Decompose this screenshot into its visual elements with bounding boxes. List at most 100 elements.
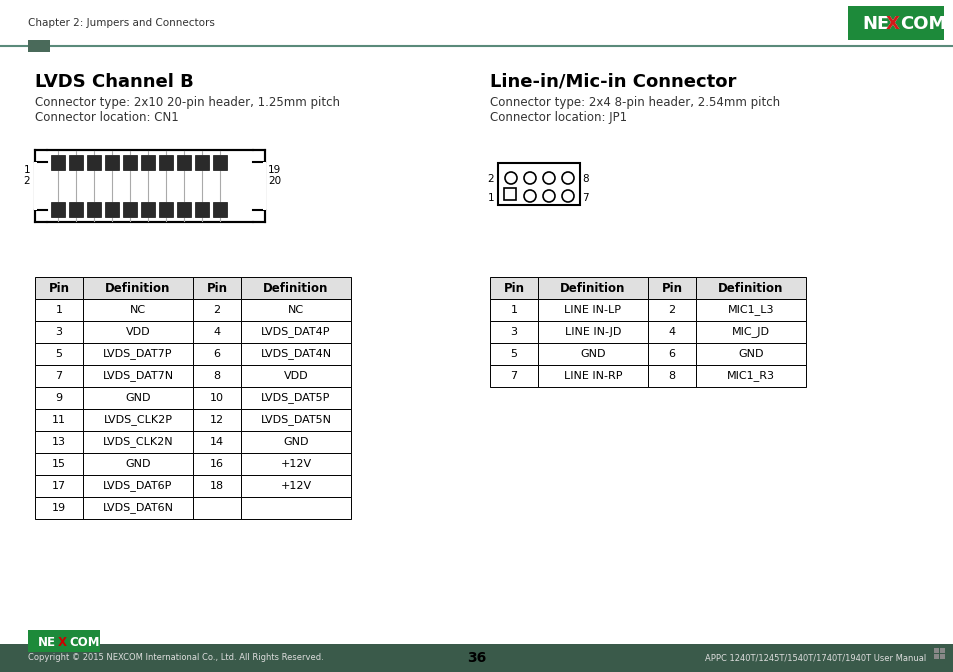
Bar xyxy=(87,202,101,217)
Bar xyxy=(35,387,83,409)
Bar xyxy=(35,343,83,365)
Bar xyxy=(83,497,193,519)
Text: 7: 7 xyxy=(581,193,588,203)
Text: LVDS_CLK2P: LVDS_CLK2P xyxy=(103,415,172,425)
Text: 2: 2 xyxy=(487,174,494,184)
Text: MIC_JD: MIC_JD xyxy=(731,327,769,337)
Text: 6: 6 xyxy=(668,349,675,359)
Bar xyxy=(35,475,83,497)
Text: LINE IN-RP: LINE IN-RP xyxy=(563,371,621,381)
Text: LVDS_DAT4P: LVDS_DAT4P xyxy=(261,327,331,337)
Bar xyxy=(537,277,647,299)
Text: NE: NE xyxy=(862,15,888,33)
Text: 14: 14 xyxy=(210,437,224,447)
Bar xyxy=(83,387,193,409)
Text: COM: COM xyxy=(899,15,945,33)
Text: 11: 11 xyxy=(52,415,66,425)
Bar xyxy=(193,321,241,343)
Bar xyxy=(241,343,351,365)
Bar xyxy=(490,299,537,321)
Text: Pin: Pin xyxy=(660,282,681,294)
Text: 19: 19 xyxy=(51,503,66,513)
Text: 15: 15 xyxy=(52,459,66,469)
Text: VDD: VDD xyxy=(283,371,308,381)
Bar xyxy=(537,299,647,321)
Circle shape xyxy=(561,172,574,184)
Text: 5: 5 xyxy=(510,349,517,359)
Bar xyxy=(537,321,647,343)
Text: LVDS_DAT5P: LVDS_DAT5P xyxy=(261,392,331,403)
Bar xyxy=(241,365,351,387)
Bar xyxy=(123,155,137,170)
Bar xyxy=(69,202,83,217)
Text: LVDS_DAT6N: LVDS_DAT6N xyxy=(102,503,173,513)
Text: 2: 2 xyxy=(213,305,220,315)
Circle shape xyxy=(561,190,574,202)
Bar xyxy=(51,155,65,170)
Text: 13: 13 xyxy=(52,437,66,447)
Bar xyxy=(696,321,805,343)
Bar xyxy=(28,630,100,652)
Bar xyxy=(194,155,209,170)
Bar xyxy=(83,321,193,343)
Text: LVDS_DAT4N: LVDS_DAT4N xyxy=(260,349,332,360)
Text: LVDS_DAT7N: LVDS_DAT7N xyxy=(102,370,173,382)
Bar xyxy=(213,202,227,217)
Text: X: X xyxy=(58,636,67,648)
Bar xyxy=(83,453,193,475)
Bar xyxy=(69,155,83,170)
Text: Pin: Pin xyxy=(206,282,227,294)
Text: 7: 7 xyxy=(55,371,63,381)
Bar xyxy=(490,277,537,299)
Bar xyxy=(193,299,241,321)
Bar xyxy=(35,321,83,343)
Text: 2: 2 xyxy=(668,305,675,315)
Text: +12V: +12V xyxy=(280,481,312,491)
Text: 19: 19 xyxy=(268,165,281,175)
Bar xyxy=(241,497,351,519)
Text: 8: 8 xyxy=(668,371,675,381)
Bar xyxy=(647,365,696,387)
Text: 1: 1 xyxy=(55,305,63,315)
Text: NE: NE xyxy=(38,636,56,648)
Text: GND: GND xyxy=(125,393,151,403)
Bar xyxy=(933,648,938,653)
Bar xyxy=(537,365,647,387)
Bar xyxy=(83,365,193,387)
Text: 8: 8 xyxy=(213,371,220,381)
Text: Pin: Pin xyxy=(49,282,70,294)
Bar xyxy=(193,453,241,475)
Text: 20: 20 xyxy=(268,176,281,186)
Bar xyxy=(241,475,351,497)
Text: Definition: Definition xyxy=(263,282,329,294)
Text: LINE IN-LP: LINE IN-LP xyxy=(564,305,620,315)
Bar xyxy=(241,431,351,453)
Text: GND: GND xyxy=(579,349,605,359)
Circle shape xyxy=(523,190,536,202)
Text: 2: 2 xyxy=(24,176,30,186)
Circle shape xyxy=(504,172,517,184)
Bar xyxy=(83,409,193,431)
Bar xyxy=(159,155,172,170)
Text: NC: NC xyxy=(288,305,304,315)
Bar xyxy=(647,321,696,343)
Text: MIC1_R3: MIC1_R3 xyxy=(726,370,774,382)
Bar xyxy=(35,497,83,519)
Text: LVDS Channel B: LVDS Channel B xyxy=(35,73,193,91)
Bar xyxy=(503,188,516,200)
Bar xyxy=(647,299,696,321)
Bar xyxy=(34,162,37,210)
Bar xyxy=(490,321,537,343)
Bar xyxy=(696,343,805,365)
Text: X: X xyxy=(885,15,899,33)
Bar xyxy=(647,277,696,299)
Text: LVDS_CLK2N: LVDS_CLK2N xyxy=(103,437,173,448)
Text: 36: 36 xyxy=(467,651,486,665)
Text: Pin: Pin xyxy=(503,282,524,294)
Text: 12: 12 xyxy=(210,415,224,425)
Text: GND: GND xyxy=(125,459,151,469)
Text: VDD: VDD xyxy=(126,327,151,337)
Text: LINE IN-JD: LINE IN-JD xyxy=(564,327,620,337)
Text: Copyright © 2015 NEXCOM International Co., Ltd. All Rights Reserved.: Copyright © 2015 NEXCOM International Co… xyxy=(28,653,323,663)
Bar xyxy=(35,431,83,453)
